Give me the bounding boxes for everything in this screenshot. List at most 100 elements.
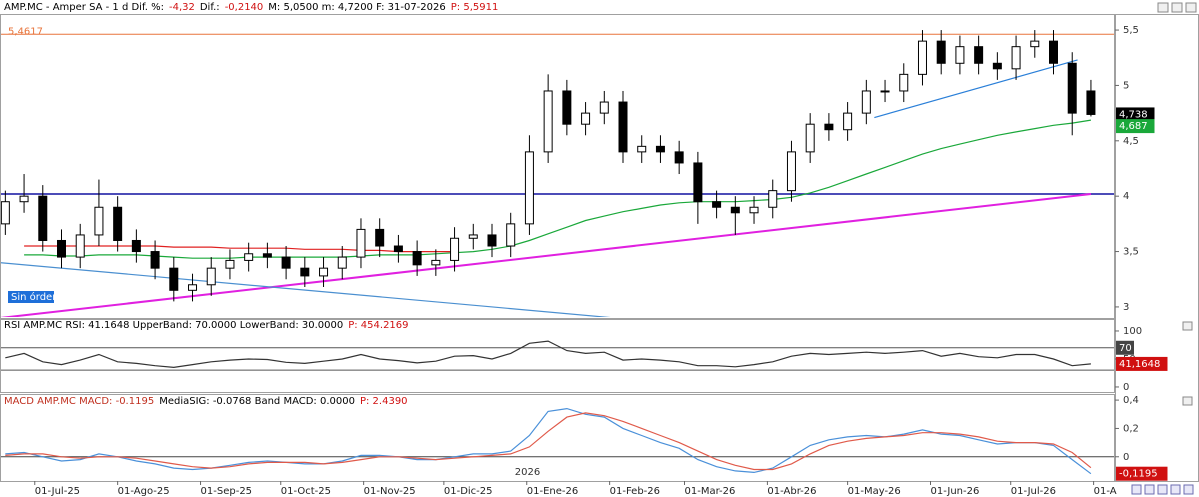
x-tick-label: 01-Mar-26 [685, 486, 736, 497]
candle-body [319, 267, 329, 277]
candle-body [880, 90, 890, 93]
candle-body [693, 162, 703, 203]
candle-body [1086, 90, 1096, 115]
toolbar-button[interactable] [1144, 484, 1155, 495]
trend-line [874, 59, 1078, 119]
x-tick-label: 01-Ene-26 [527, 486, 578, 497]
candle-body [543, 90, 553, 153]
candle-body [655, 145, 665, 153]
y-tick-label: 4 [1123, 191, 1129, 202]
panel [1, 340, 1114, 371]
candle-body [300, 267, 310, 277]
series-line [24, 245, 455, 253]
header-item: AMP.MC - Amper SA - 1 d Dif. %: [4, 2, 164, 13]
candle-body [637, 145, 647, 153]
candle-body [225, 259, 235, 269]
toolbar-button[interactable] [1170, 484, 1181, 495]
series-line [5, 412, 1092, 471]
level-label: 5,4617 [8, 26, 43, 37]
candle-body [674, 151, 684, 164]
candle-body [917, 40, 927, 75]
panel-button[interactable] [1182, 321, 1193, 331]
candle-body [581, 112, 591, 125]
y-tick-label: 100 [1123, 326, 1142, 337]
series-line [5, 340, 1091, 369]
candle-body [992, 62, 1002, 70]
annotation-box [8, 291, 54, 303]
panel-button[interactable] [1182, 396, 1193, 406]
close-button[interactable] [1185, 2, 1197, 13]
candle-body [412, 251, 422, 266]
candle-body [150, 251, 160, 269]
panel [1, 407, 1114, 475]
x-tick-label: 01-Jul-26 [1011, 486, 1056, 497]
toolbar-button[interactable] [1157, 484, 1168, 495]
candle-body [19, 195, 29, 203]
candle-body [974, 46, 984, 64]
candle-body [244, 253, 254, 261]
x-tick-label: 01-Ago-25 [118, 486, 170, 497]
x-tick-label: 01-Abr-26 [767, 486, 816, 497]
x-tick-label: 01-Feb-26 [610, 486, 660, 497]
macd-panel-frame [0, 394, 1115, 482]
y-tick-label: 0,2 [1123, 423, 1139, 434]
candle-body [1011, 46, 1021, 70]
candle-body [206, 267, 216, 286]
trend-line [1, 262, 611, 317]
candle-body [618, 101, 628, 153]
candle-body [393, 245, 403, 253]
rsi-panel-frame [0, 319, 1115, 393]
candle-body [524, 151, 534, 225]
candle-body [1030, 40, 1040, 48]
candle-body [712, 201, 722, 208]
y-tick-label: 0 [1123, 452, 1129, 463]
x-tick-label: 01-Jul-25 [35, 486, 80, 497]
y-tick-label: 5,5 [1123, 25, 1139, 36]
x-tick-label: 01-Sep-25 [201, 486, 253, 497]
candle-body [188, 284, 198, 291]
header-item: MACD AMP.MC MACD: -0.1195 [4, 396, 154, 407]
panel-header: RSI AMP.MC RSI: 41.1648 UpperBand: 70.00… [4, 320, 409, 331]
scroll-up-button[interactable] [1157, 2, 1169, 13]
value-tag-box [1116, 466, 1168, 481]
candle-body [843, 112, 853, 131]
header-item: RSI AMP.MC RSI: 41.1648 UpperBand: 70.00… [4, 320, 343, 331]
header-item: -0,2140 [225, 2, 264, 13]
candle-body [468, 234, 478, 239]
candle-body [749, 206, 759, 214]
candle-body [955, 46, 965, 64]
scroll-down-button[interactable] [1171, 2, 1183, 13]
year-label: 2026 [515, 467, 540, 478]
candle-body [356, 228, 366, 258]
value-tag: 41,1648 [1119, 359, 1160, 370]
annotation: Sin órdenes [11, 291, 70, 303]
value-tag-box [1116, 107, 1155, 122]
candle-body [768, 190, 778, 208]
candle-body [805, 123, 815, 153]
candle-body [1067, 62, 1077, 114]
toolbar-button[interactable] [1131, 484, 1142, 495]
price-panel-frame [0, 14, 1115, 319]
value-tag-box [1116, 119, 1155, 134]
candle-body [450, 237, 460, 261]
candle-body [824, 123, 834, 131]
candle-body [1, 201, 10, 225]
band-tag: 70 [1119, 343, 1132, 354]
value-tag: -0,1195 [1119, 469, 1158, 480]
x-tick-label: 01-Dic-25 [444, 486, 493, 497]
panel-header: MACD AMP.MC MACD: -0.1195 MediaSIG: -0.07… [4, 396, 408, 407]
candle-body [375, 228, 385, 247]
candle-body [487, 234, 497, 247]
toolbar[interactable] [1131, 484, 1194, 495]
scroll-buttons[interactable] [1157, 2, 1197, 406]
x-tick-label: 01-Oct-25 [281, 486, 331, 497]
y-tick-label: 3 [1123, 302, 1129, 313]
toolbar-button[interactable] [1183, 484, 1194, 495]
candle-body [94, 206, 104, 236]
candle-body [899, 73, 909, 92]
y-tick-label: 3,5 [1123, 247, 1139, 258]
candle-body [1049, 40, 1059, 64]
candle-body [131, 239, 141, 253]
